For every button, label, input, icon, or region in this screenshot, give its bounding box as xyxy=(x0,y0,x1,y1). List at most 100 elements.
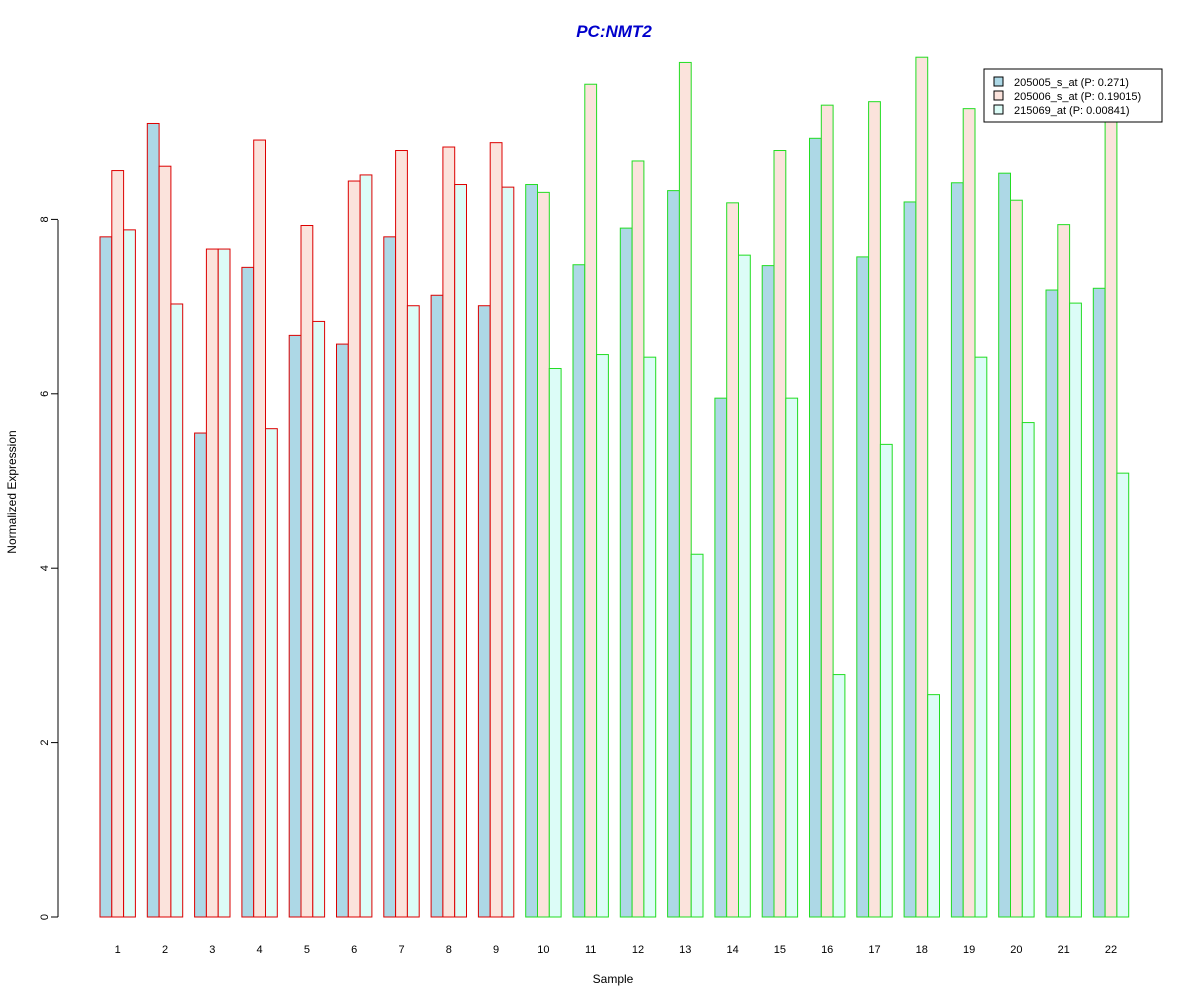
bar xyxy=(785,397,799,918)
bar xyxy=(643,356,657,918)
bar xyxy=(170,303,184,918)
x-tick-label: 16 xyxy=(821,944,833,956)
bar xyxy=(537,191,550,918)
x-tick-label: 15 xyxy=(774,944,786,956)
bar xyxy=(820,104,834,918)
bar xyxy=(347,180,361,918)
bar xyxy=(868,101,881,918)
x-tick-label: 6 xyxy=(351,944,357,956)
bar xyxy=(359,174,373,918)
bar xyxy=(809,137,822,918)
bar xyxy=(1092,287,1106,918)
x-tick-label: 20 xyxy=(1010,944,1022,956)
bar xyxy=(631,160,645,918)
y-tick-label: 0 xyxy=(39,914,51,920)
x-tick-label: 4 xyxy=(257,944,263,956)
bar xyxy=(194,432,207,918)
bar xyxy=(690,553,704,918)
x-axis-label: Sample xyxy=(593,972,634,986)
legend: 205005_s_at (P: 0.271) 205006_s_at (P: 0.… xyxy=(983,68,1163,123)
chart-title: PC:NMT2 xyxy=(576,22,652,41)
bar xyxy=(430,294,444,918)
bar xyxy=(678,61,692,918)
legend-swatch xyxy=(993,90,1004,101)
bar xyxy=(1069,302,1082,918)
bar xyxy=(667,190,680,918)
x-tick-label: 10 xyxy=(537,944,549,956)
bar xyxy=(1021,422,1035,918)
bar xyxy=(998,172,1012,918)
legend-swatch xyxy=(993,104,1004,115)
legend-entry: 215069_at (P: 0.00841) xyxy=(1014,105,1130,117)
bar xyxy=(915,56,929,918)
bar xyxy=(525,184,539,918)
bar xyxy=(442,146,456,918)
bars-group xyxy=(99,56,1130,918)
bar xyxy=(477,305,491,918)
x-tick-label: 3 xyxy=(209,944,215,956)
bar xyxy=(406,305,420,918)
bar xyxy=(111,170,125,918)
x-tick-label: 5 xyxy=(304,944,310,956)
bar xyxy=(974,356,988,918)
bar xyxy=(123,229,136,918)
bar xyxy=(714,397,728,918)
bar xyxy=(903,201,917,918)
bar xyxy=(548,368,562,918)
bar xyxy=(572,264,586,918)
bar xyxy=(584,83,598,918)
bar xyxy=(99,236,113,918)
x-tick-label: 1 xyxy=(115,944,121,956)
bar xyxy=(336,343,349,918)
legend-box xyxy=(983,68,1163,123)
bar xyxy=(146,122,160,918)
bar xyxy=(1057,224,1071,918)
bar xyxy=(253,139,266,918)
bar xyxy=(1045,289,1059,918)
bar xyxy=(265,428,278,918)
bar xyxy=(158,165,172,918)
y-tick-label: 2 xyxy=(39,740,51,746)
x-tick-label: 14 xyxy=(726,944,738,956)
bar xyxy=(241,266,255,918)
y-axis-label: Normalized Expression xyxy=(5,430,19,553)
bar xyxy=(962,108,976,918)
y-tick-label: 6 xyxy=(39,391,51,397)
bar xyxy=(832,674,846,918)
bar xyxy=(761,265,775,918)
bar xyxy=(205,248,219,918)
x-tick-label: 19 xyxy=(963,944,975,956)
bar xyxy=(288,334,302,918)
bar xyxy=(773,150,787,918)
x-tick-label: 7 xyxy=(398,944,404,956)
x-tick-label: 2 xyxy=(162,944,168,956)
y-axis-ticks: 0 2 4 6 8 xyxy=(39,216,58,920)
bar xyxy=(927,694,941,918)
bar xyxy=(1010,199,1023,918)
bar xyxy=(454,184,468,918)
x-tick-label: 8 xyxy=(446,944,452,956)
bar xyxy=(879,443,893,918)
x-tick-label: 11 xyxy=(585,944,596,956)
x-tick-label: 21 xyxy=(1058,944,1070,956)
legend-entry: 205005_s_at (P: 0.271) xyxy=(1014,77,1129,89)
bar xyxy=(489,142,503,918)
x-tick-label: 22 xyxy=(1105,944,1117,956)
bar xyxy=(217,248,231,918)
x-axis-tick-labels: 1 2 3 4 5 6 7 8 9 10 11 12 13 14 15 16 17 18 19 20 21 22 xyxy=(115,944,1117,956)
bar xyxy=(856,256,870,918)
bar xyxy=(619,227,633,918)
x-tick-label: 13 xyxy=(679,944,691,956)
bar xyxy=(395,150,408,918)
x-tick-label: 18 xyxy=(916,944,928,956)
x-tick-label: 9 xyxy=(493,944,499,956)
bar xyxy=(596,354,609,918)
bar xyxy=(726,202,740,918)
x-tick-label: 17 xyxy=(868,944,880,956)
y-tick-label: 4 xyxy=(39,565,51,571)
bar xyxy=(1116,472,1130,918)
bar xyxy=(312,320,326,918)
bar xyxy=(383,236,397,918)
bar xyxy=(738,254,751,918)
